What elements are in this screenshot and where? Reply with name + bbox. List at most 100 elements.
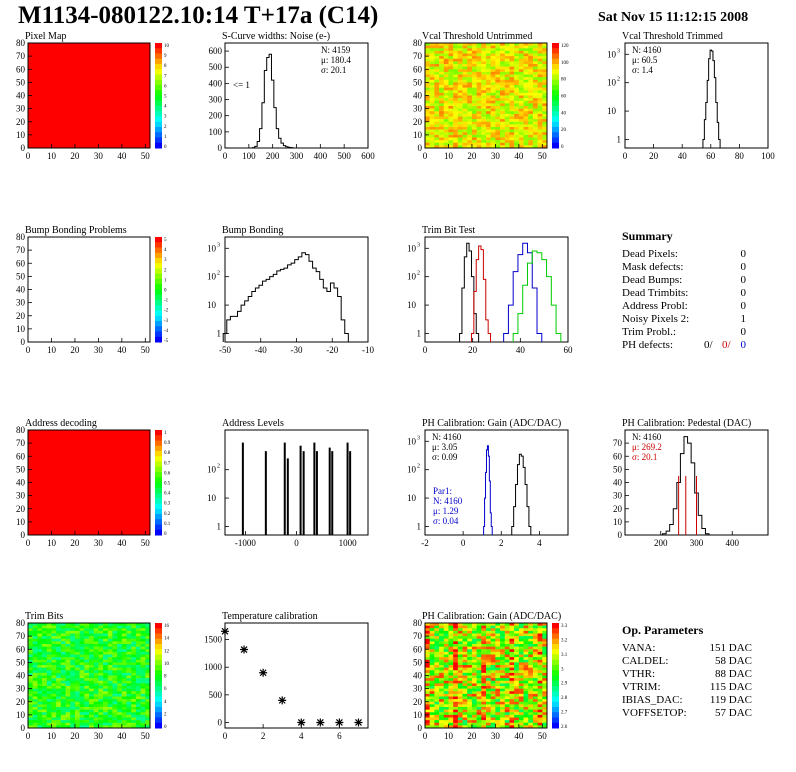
heatmap-cell: [51, 670, 57, 674]
heatmap-cell: [117, 717, 123, 721]
heatmap-cell: [528, 722, 534, 726]
heatmap-cell: [28, 693, 33, 697]
heatmap-cell: [112, 670, 118, 674]
heatmap-cell: [523, 92, 529, 96]
heatmap-cell: [514, 709, 520, 713]
heatmap-cell: [439, 61, 445, 65]
heatmap-cell: [107, 696, 113, 700]
heatmap-cell: [107, 638, 113, 642]
heatmap-cell: [509, 74, 515, 78]
heatmap-cell: [429, 48, 435, 52]
heatmap-cell: [443, 116, 449, 120]
heatmap-cell: [457, 69, 463, 73]
heatmap-cell: [453, 722, 459, 726]
op-param-label: VANA:: [622, 642, 656, 654]
heatmap-cell: [70, 696, 76, 700]
heatmap-cell: [135, 670, 141, 674]
heatmap-cell: [107, 662, 113, 666]
heatmap-cell: [56, 659, 62, 663]
heatmap-cell: [471, 77, 477, 81]
heatmap-cell: [471, 100, 477, 104]
heatmap-cell: [443, 707, 449, 710]
heatmap-cell: [495, 704, 501, 708]
heatmap-cell: [528, 667, 534, 671]
heatmap-cell: [107, 688, 113, 692]
heatmap-cell: [486, 675, 491, 679]
heatmap-cell: [486, 633, 491, 637]
y-tick-label: 20: [16, 311, 26, 321]
heatmap-cell: [65, 693, 71, 697]
heatmap-cell: [476, 111, 482, 115]
heatmap-cell: [448, 709, 454, 713]
heatmap-cell: [434, 69, 440, 73]
heatmap-cell: [490, 693, 496, 697]
heatmap-cell: [542, 630, 548, 634]
heatmap-cell: [532, 688, 538, 692]
heatmap-cell: [103, 657, 109, 661]
palette-tick-label: 40: [561, 111, 567, 116]
heatmap-cell: [429, 709, 435, 713]
heatmap-cell: [453, 142, 459, 146]
heatmap-cell: [425, 699, 430, 703]
heatmap-cell: [490, 119, 496, 123]
heatmap-cell: [500, 116, 506, 120]
palette-tick-label: 0.6: [164, 471, 171, 476]
heatmap-cell: [518, 654, 524, 658]
heatmap-cell: [135, 657, 141, 661]
heatmap-cell: [429, 699, 435, 703]
heatmap-cell: [89, 678, 94, 682]
heatmap-cell: [514, 61, 520, 65]
heatmap-cell: [518, 683, 524, 687]
heatmap-cell: [79, 665, 85, 668]
heatmap-cell: [107, 644, 113, 647]
heatmap-cell: [112, 659, 118, 663]
heatmap-cell: [532, 670, 538, 674]
heatmap-cell: [518, 140, 524, 144]
heatmap-cell: [28, 625, 33, 629]
heatmap-cell: [523, 686, 529, 689]
heatmap-cell: [98, 662, 104, 666]
ph-defects-value-3: 0: [740, 339, 747, 351]
heatmap-cell: [462, 95, 468, 99]
heatmap-cell: [98, 646, 104, 650]
palette-step: [155, 69, 162, 75]
op-param-label: VTRIM:: [622, 681, 661, 693]
heatmap-cell: [70, 630, 76, 634]
heatmap-cell: [471, 704, 477, 708]
heatmap-cell: [74, 680, 80, 684]
heatmap-cell: [500, 638, 506, 642]
heatmap-cell: [486, 680, 491, 684]
heatmap-cell: [89, 688, 94, 692]
heatmap-cell: [495, 659, 501, 663]
heatmap-cell: [74, 720, 80, 724]
heatmap-cell: [439, 686, 445, 689]
heatmap-cell: [65, 654, 71, 658]
heatmap-cell: [448, 137, 454, 141]
y-tick-label: 60: [413, 644, 423, 654]
palette-tick-label: 4: [164, 105, 167, 110]
heatmap-cell: [429, 134, 435, 138]
heatmap-cell: [28, 688, 33, 692]
heatmap-cell: [79, 675, 85, 679]
heatmap-cell: [518, 69, 524, 73]
heatmap-cell: [523, 108, 529, 112]
heatmap-cell: [528, 119, 534, 123]
x-tick-label: 40: [678, 151, 688, 161]
heatmap-cell: [121, 670, 127, 674]
heatmap-cell: [84, 717, 90, 721]
heatmap-cell: [514, 725, 520, 729]
heatmap-cell: [467, 633, 473, 637]
heatmap-cell: [453, 137, 459, 141]
heatmap-cell: [467, 649, 473, 653]
x-tick-label: 0: [623, 151, 628, 161]
heatmap-cell: [514, 701, 520, 705]
heatmap-cell: [462, 623, 468, 626]
heatmap-cell: [443, 638, 449, 642]
heatmap-cell: [140, 623, 146, 626]
heatmap-cell: [439, 50, 445, 54]
heatmap-cell: [74, 693, 80, 697]
heatmap-cell: [495, 670, 501, 674]
heatmap-cell: [32, 649, 38, 653]
heatmap-cell: [532, 623, 538, 626]
heatmap-cell: [32, 701, 38, 705]
